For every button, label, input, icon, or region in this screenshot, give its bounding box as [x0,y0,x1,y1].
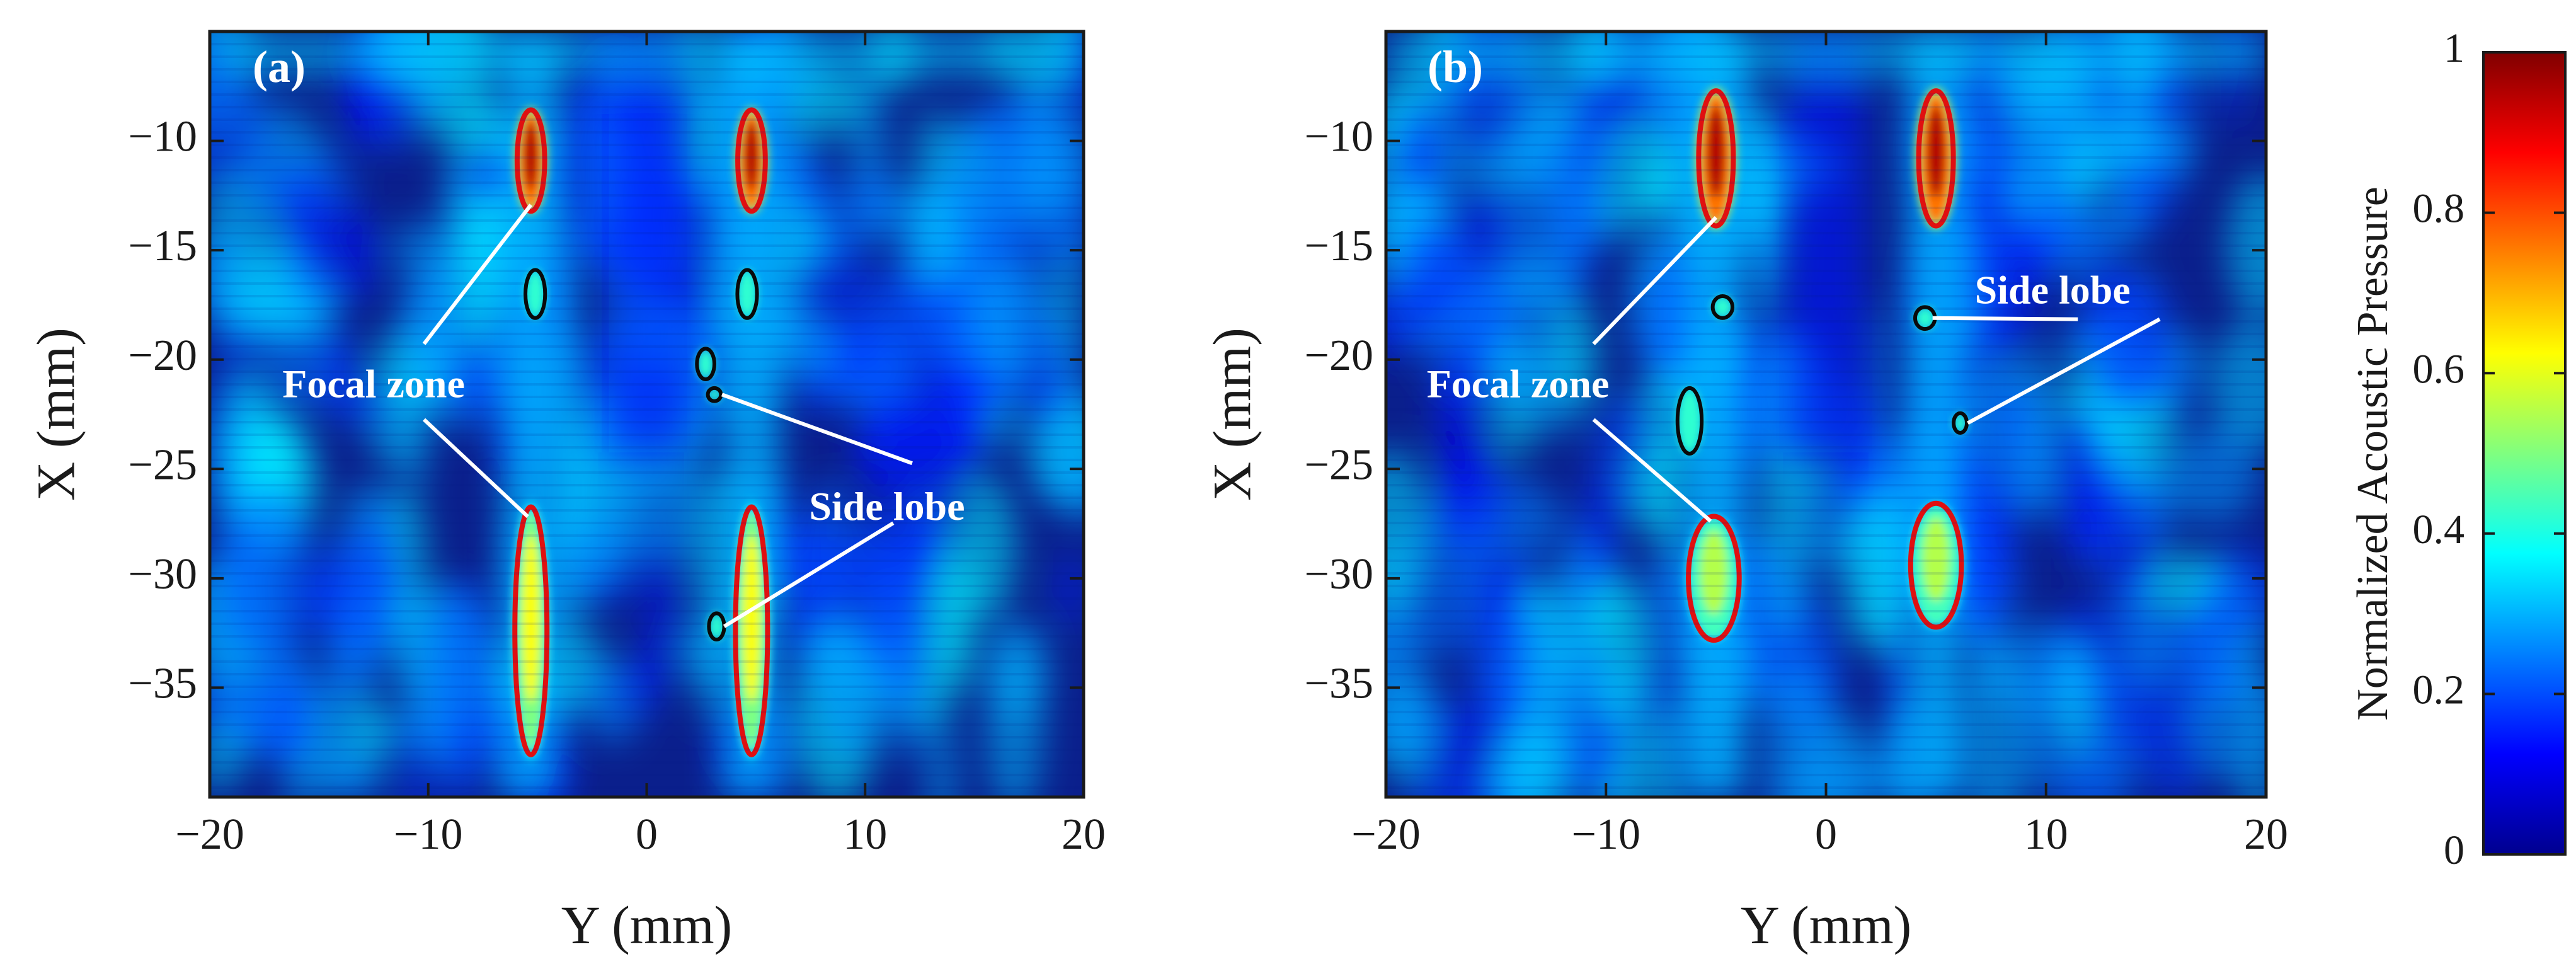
y-tick-label: −20 [129,331,197,380]
side-lobe-leader [1967,317,2161,425]
x-tick-label: −20 [175,810,244,859]
x-tick-label: 0 [1815,810,1837,859]
focal-zone-leader [422,204,533,345]
side-lobe-leader [723,521,895,628]
panel-label: (b) [1428,42,1483,92]
side-lobe-fill [1677,388,1702,454]
side-lobe-glow [1712,296,1733,318]
side-lobe-label: Side lobe [809,484,965,529]
side-lobe-contour [735,268,759,320]
heatmap-field [1386,32,2266,797]
side-lobe-contour [706,386,723,403]
x-axis-label: Y (mm) [1741,895,1911,955]
interference-fringes [1386,32,2266,797]
focal-zone-leader [1592,215,1718,345]
panel-label: (a) [253,42,306,92]
side-lobe-contour [1952,411,1969,435]
y-tick-label: −10 [129,113,197,161]
side-lobe-glow [1954,413,1967,433]
annotations: Focal zone Side lobe [282,204,965,628]
side-lobe-contour [524,268,547,320]
side-lobe-contour [1675,386,1704,456]
side-lobe-glow [525,270,546,318]
side-lobe-leader [1932,316,2078,321]
y-axis: −10 −15 −20 −25 −30 −35 X (mm) [1202,113,2266,708]
colorbar-gradient [2482,51,2567,856]
x-tick-label: −10 [394,810,462,859]
y-axis-label: X (mm) [26,328,86,501]
colorbar-tick-label: 0.2 [2413,667,2465,713]
side-lobe-fill [1954,413,1967,433]
annotations: Focal zone Side lobe [1427,215,2161,523]
x-tick-label: 10 [843,810,887,859]
side-lobe-fill [1915,307,1935,330]
focal-zone-leader [1592,418,1712,523]
y-tick-label: −15 [1305,222,1373,270]
y-tick-label: −30 [129,550,197,599]
side-lobe-glow [737,270,757,318]
side-lobe-glow [697,348,714,379]
y-tick-label: −10 [1305,113,1373,161]
focal-zone-label: Focal zone [1427,362,1610,406]
x-tick-label: 0 [636,810,658,859]
focal-zone-label: Focal zone [282,362,465,406]
x-tick-label: 20 [1062,810,1106,859]
side-lobe-fill [737,270,757,318]
interference-fringes [210,32,1084,797]
colorbar-tick-label: 0 [2444,827,2464,873]
side-lobes [524,268,759,642]
colorbar-label: Normalized Acoustic Pressure [2349,187,2397,721]
y-axis: −10 −15 −20 −25 −30 −35 X (mm) [26,113,1084,708]
y-tick-label: −15 [129,222,197,270]
x-axis: −20 −10 0 10 20 Y (mm) [175,32,1106,955]
y-tick-label: −30 [1305,550,1373,599]
colorbar: 0 0.2 0.4 0.6 0.8 1 Normalized Acoustic Press… [2349,25,2567,873]
x-axis: −20 −10 0 10 20 Y (mm) [1351,32,2288,955]
x-tick-label: −10 [1572,810,1640,859]
side-lobe-glow [707,388,721,401]
x-tick-label: 20 [2244,810,2288,859]
y-tick-label: −35 [129,659,197,708]
x-axis-label: Y (mm) [561,895,732,955]
colorbar-tick-label: 0.8 [2413,186,2465,232]
y-tick-label: −35 [1305,659,1373,708]
side-lobe-fill [709,613,724,640]
side-lobe-leader [721,393,913,466]
x-tick-label: 10 [2024,810,2068,859]
side-lobe-fill [697,348,714,379]
side-lobe-contour [1710,294,1735,320]
colorbar-tick-label: 1 [2444,25,2464,71]
side-lobe-fill [707,388,721,401]
x-tick-label: −20 [1351,810,1420,859]
colorbar-tick-label: 0.6 [2413,346,2465,392]
side-lobe-glow [1915,307,1935,330]
side-lobe-contour [695,347,716,381]
heatmap-field [210,32,1084,797]
side-lobe-fill [1712,296,1733,318]
side-lobe-fill [525,270,546,318]
y-tick-label: −25 [129,440,197,489]
y-tick-label: −20 [1305,331,1373,380]
colorbar-tick-label: 0.4 [2413,507,2465,553]
side-lobe-glow [1677,388,1702,454]
y-tick-label: −25 [1305,440,1373,489]
side-lobe-label: Side lobe [1975,267,2131,312]
side-lobe-glow [709,613,724,640]
y-axis-label: X (mm) [1202,328,1262,501]
focal-zone-leader [423,418,529,518]
colorbar-ticks: 0 0.2 0.4 0.6 0.8 1 [2413,25,2565,873]
